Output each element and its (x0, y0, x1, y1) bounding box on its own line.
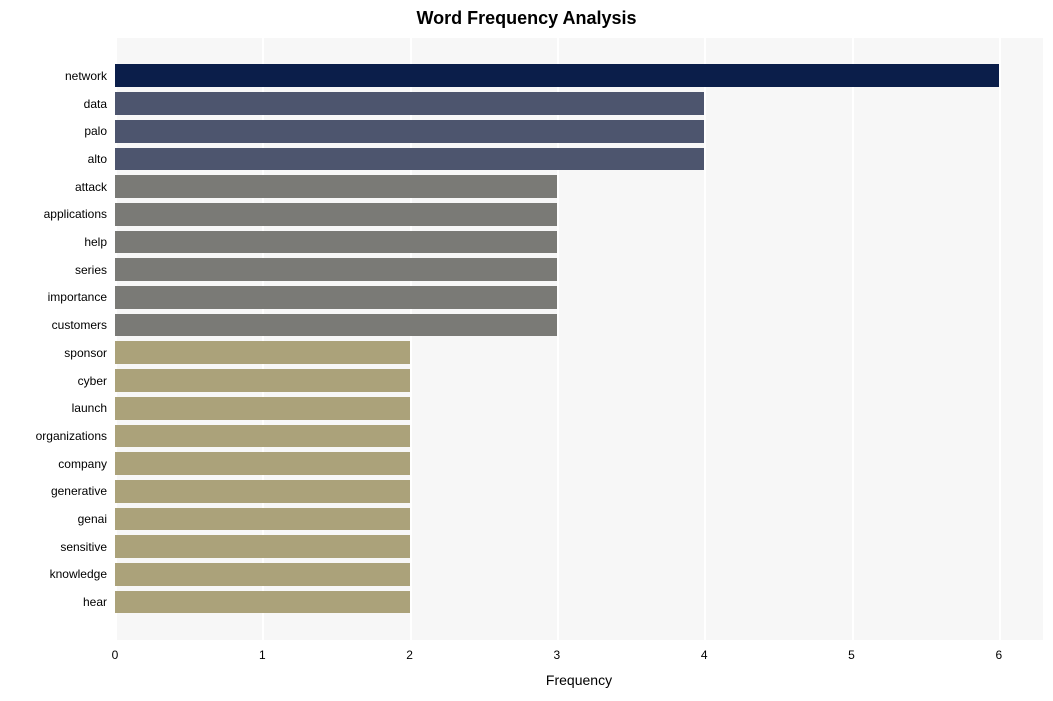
y-tick-label: help (84, 235, 107, 249)
bar (115, 286, 557, 309)
bar (115, 425, 410, 448)
y-tick-label: palo (84, 124, 107, 138)
y-tick-label: organizations (36, 429, 107, 443)
bar (115, 120, 704, 143)
chart-title: Word Frequency Analysis (0, 8, 1053, 29)
bar (115, 508, 410, 531)
gridline (999, 38, 1001, 640)
y-tick-label: knowledge (50, 567, 107, 581)
x-tick-label: 0 (112, 648, 119, 662)
y-tick-label: network (65, 69, 107, 83)
bar (115, 314, 557, 337)
y-tick-label: alto (88, 152, 107, 166)
y-tick-label: attack (75, 180, 107, 194)
y-tick-label: importance (48, 290, 107, 304)
y-tick-label: customers (52, 318, 107, 332)
x-axis-title: Frequency (115, 672, 1043, 688)
bar (115, 148, 704, 171)
y-tick-label: cyber (78, 374, 107, 388)
bar (115, 563, 410, 586)
y-tick-label: hear (83, 595, 107, 609)
y-tick-label: launch (72, 401, 107, 415)
plot-area (115, 38, 1043, 640)
gridline (852, 38, 854, 640)
y-tick-label: data (84, 97, 107, 111)
bar (115, 175, 557, 198)
y-tick-label: series (75, 263, 107, 277)
bar (115, 231, 557, 254)
bar (115, 369, 410, 392)
x-tick-label: 2 (406, 648, 413, 662)
bar (115, 535, 410, 558)
bar (115, 452, 410, 475)
bar (115, 203, 557, 226)
y-tick-label: sponsor (64, 346, 107, 360)
bar (115, 591, 410, 614)
x-tick-label: 5 (848, 648, 855, 662)
chart-container: Word Frequency Analysis Frequency 0 1 2 3 4 5… (0, 0, 1053, 701)
y-tick-label: company (58, 457, 107, 471)
bar (115, 258, 557, 281)
y-tick-label: generative (51, 484, 107, 498)
bar (115, 397, 410, 420)
x-tick-label: 4 (701, 648, 708, 662)
x-tick-label: 1 (259, 648, 266, 662)
bar (115, 92, 704, 115)
x-tick-label: 6 (995, 648, 1002, 662)
y-tick-label: applications (44, 207, 107, 221)
y-tick-label: genai (78, 512, 107, 526)
bar (115, 480, 410, 503)
gridline (704, 38, 706, 640)
x-tick-label: 3 (554, 648, 561, 662)
bar (115, 64, 999, 87)
bar (115, 341, 410, 364)
y-tick-label: sensitive (60, 540, 107, 554)
